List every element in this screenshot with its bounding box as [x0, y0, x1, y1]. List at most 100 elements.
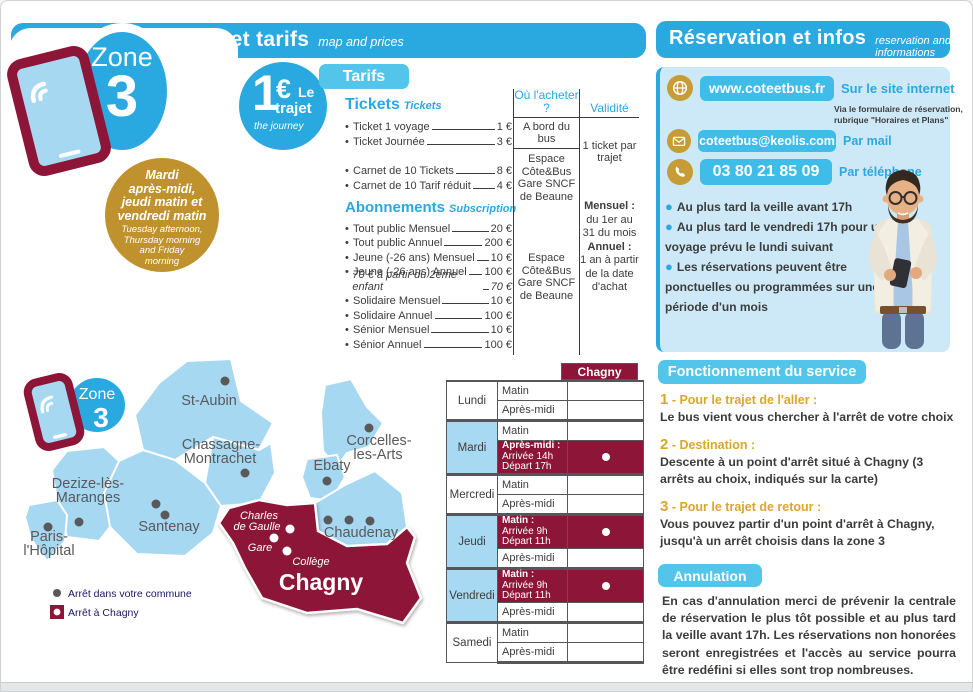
map-commune-dezize	[50, 445, 121, 543]
svg-text:Santenay: Santenay	[138, 519, 200, 535]
signal-waves-icon	[30, 81, 48, 104]
phone-number-link[interactable]: 03 80 21 85 09	[700, 159, 832, 185]
svg-text:de Gaulle: de Gaulle	[233, 521, 280, 533]
price-badge-en: the journey	[254, 121, 304, 132]
price-row: • Carnet de 10 Tarif réduit 4 €	[345, 180, 512, 192]
validity-subscription: Mensuel : du 1er au 31 du mois Annuel : …	[580, 200, 639, 293]
where-to-buy-header: Où l'acheter ?	[514, 89, 579, 118]
svg-text:3: 3	[93, 402, 109, 433]
stop-marker-cell	[567, 513, 644, 549]
stop-dot-icon	[601, 528, 610, 536]
reservation-title: Réservation et infos	[669, 27, 867, 49]
commune-stop-dot	[74, 517, 84, 527]
email-link[interactable]: coteetbus@keolis.com	[698, 130, 836, 152]
svg-text:Maranges: Maranges	[56, 490, 120, 506]
commune-stop-dot	[323, 515, 333, 525]
service-item: 2 - Destination : Descente à un point d'…	[660, 436, 924, 486]
svg-text:Ebaty: Ebaty	[313, 458, 351, 474]
svg-text:l'Hôpital: l'Hôpital	[23, 543, 74, 559]
service-section: 1 - Pour le trajet de l'aller : Le bus v…	[660, 391, 958, 560]
price-row: • Solidaire Annuel 100 €	[345, 309, 512, 322]
commune-stop-dot	[151, 499, 161, 509]
stop-dot-icon	[601, 582, 610, 590]
reservation-note: ● Au plus tard la veille avant 17h	[665, 199, 853, 214]
legend-commune-dot	[53, 589, 61, 597]
service-slot: Après-midi : Arrivée 14h Départ 17h	[497, 440, 568, 475]
tarifs-header: Tarifs	[319, 64, 409, 89]
svg-text:Gare: Gare	[248, 542, 272, 554]
svg-text:Corcelles-: Corcelles-	[346, 433, 411, 449]
service-slot: Matin : Arrivée 9h Départ 11h	[497, 513, 568, 549]
commune-stop-dot	[160, 510, 170, 520]
stop-marker-cell	[567, 440, 644, 475]
bullet-icon: ●	[665, 259, 673, 274]
service-days-fr: Mardi	[145, 168, 179, 182]
day-cell: Samedi	[446, 621, 498, 663]
bullet-icon: ●	[665, 199, 673, 214]
character-illustration	[868, 170, 938, 349]
reservation-title-en: reservation and informations	[875, 35, 951, 59]
map-legend: Arrêt dans votre commune Arrêt à Chagny	[50, 588, 192, 619]
stop-dot-icon	[601, 453, 610, 461]
price-badge: 1 € Le trajet the journey	[239, 62, 327, 150]
map-zone-badge: Zone 3	[23, 373, 125, 451]
commune-stop-dot	[240, 468, 250, 478]
svg-text:Arrêt dans votre commune: Arrêt dans votre commune	[68, 588, 192, 600]
map-commune-corcelles	[319, 377, 385, 469]
website-link[interactable]: www.coteetbus.fr	[700, 75, 834, 101]
zone-map: St-Aubin Chassagne- Montrachet Corcelles…	[23, 357, 423, 625]
price-amount: 1	[252, 65, 280, 121]
service-days-en: Tuesday afternoon,	[121, 224, 203, 235]
website-note: Via le formulaire de réservation, rubriq…	[834, 104, 963, 125]
schedule-destination-header: Chagny	[561, 363, 638, 380]
day-cell: Mercredi	[446, 473, 498, 515]
service-item: 1 - Pour le trajet de l'aller : Le bus v…	[660, 391, 954, 424]
phone-homebar	[58, 149, 81, 159]
commune-stop-dot	[220, 376, 230, 386]
svg-text:Zone: Zone	[79, 386, 116, 403]
phone-icon	[3, 42, 115, 180]
cancellation-text: En cas d'annulation merci de prévenir la…	[662, 594, 956, 677]
phone-handset-icon	[667, 159, 693, 185]
price-row: • Ticket Journée 3 €	[345, 136, 512, 148]
svg-text:Paris-: Paris-	[30, 529, 68, 545]
svg-text:Chassagne-: Chassagne-	[182, 437, 260, 453]
zone-label: Zone	[91, 42, 153, 72]
commune-stop-dot	[43, 522, 53, 532]
price-row: • Jeune (-26 ans) Annuel 100 €	[345, 266, 512, 278]
service-days-badge: Mardi après-midi, jeudi matin et vendred…	[105, 158, 219, 272]
map-label-st-aubin: St-Aubin	[181, 393, 237, 409]
day-cell: Lundi	[446, 380, 498, 421]
map-commune-chagny	[217, 498, 423, 625]
reservation-note: ● Au plus tard le vendredi 17h pour un vo…	[665, 219, 886, 254]
stop-marker-cell	[567, 567, 644, 603]
svg-text:Montrachet: Montrachet	[184, 451, 257, 467]
service-slot: Matin : Arrivée 9h Départ 11h	[497, 567, 568, 603]
phone-row: 03 80 21 85 09 Par téléphone	[667, 159, 922, 185]
commune-stop-dot	[322, 476, 332, 486]
price-list: Tickets Tickets • Ticket 1 voyage 1 € • Tick…	[345, 96, 516, 351]
price-row: • Solidaire Mensuel 10 €	[345, 295, 512, 307]
chagny-stop-dot	[269, 533, 279, 543]
commune-stop-dot	[344, 515, 354, 525]
website-row: www.coteetbus.fr Sur le site internet	[667, 75, 954, 101]
price-row: • Carnet de 10 Tickets 8 €	[345, 164, 512, 177]
svg-text:Charles: Charles	[240, 510, 278, 522]
price-row: • Sénior Annuel 100 €	[345, 338, 512, 351]
schedule-table: Lundi Matin Après-midi Mardi Matin Après-m…	[446, 380, 644, 664]
chagny-stop-dot	[282, 546, 292, 556]
validity-header: Validité	[580, 89, 639, 118]
day-cell: Mardi	[446, 419, 498, 475]
page-edge	[1, 682, 972, 691]
email-label: Par mail	[843, 134, 892, 148]
service-item: 3 - Pour le trajet de retour : Vous pouv…	[660, 498, 935, 548]
commune-stop-dot	[364, 423, 374, 433]
tickets-heading: Tickets Tickets	[345, 96, 442, 113]
cancellation-header: Annulation	[658, 564, 762, 587]
map-label-chagny: Chagny	[279, 569, 364, 595]
page-title-en: map and prices	[318, 35, 404, 49]
price-row: • Tout public Annuel 200 €	[345, 237, 512, 249]
bullet-icon: ●	[665, 219, 673, 234]
zone-number: 3	[105, 64, 139, 129]
